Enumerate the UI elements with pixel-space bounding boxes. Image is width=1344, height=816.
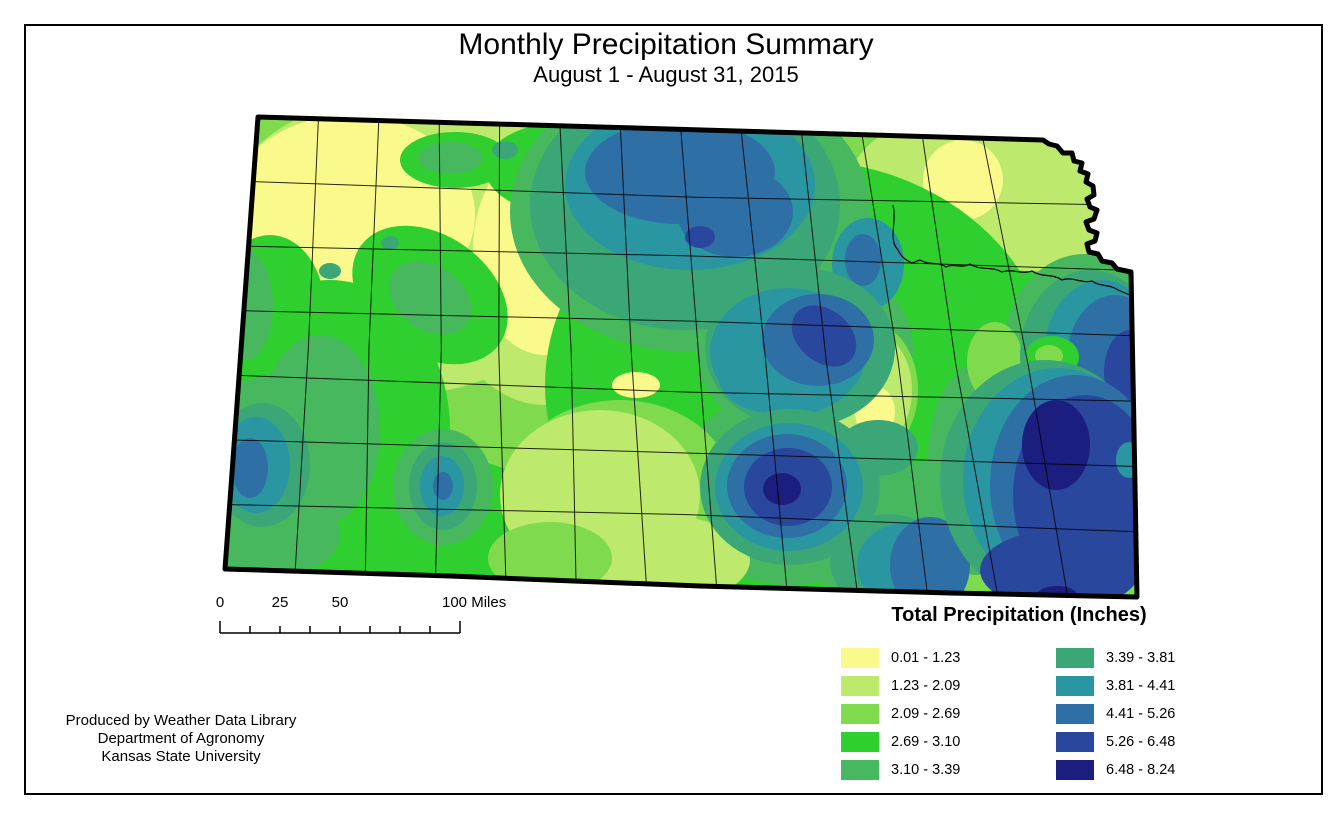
- legend-swatch: [841, 648, 879, 668]
- legend-item: 1.23 - 2.09: [841, 676, 960, 696]
- scalebar: 0 25 50 100 Miles: [200, 594, 530, 639]
- legend-label: 2.09 - 2.69: [891, 706, 961, 722]
- legend-swatch: [1056, 732, 1094, 752]
- legend-swatch: [1056, 704, 1094, 724]
- legend-label: 3.10 - 3.39: [891, 762, 961, 778]
- legend-swatch: [841, 760, 879, 780]
- credits-line-1: Produced by Weather Data Library: [65, 712, 297, 729]
- legend-label: 1.23 - 2.09: [891, 678, 961, 694]
- legend-swatch: [1056, 648, 1094, 668]
- rivers: [892, 204, 1137, 299]
- legend-item: 3.81 - 4.41: [1056, 676, 1175, 696]
- legend-label: 3.39 - 3.81: [1106, 650, 1176, 666]
- legend-swatch: [841, 704, 879, 724]
- legend-swatch: [1056, 760, 1094, 780]
- legend-swatch: [1056, 676, 1094, 696]
- legend-label: 6.48 - 8.24: [1106, 762, 1176, 778]
- kansas-state-outline: [222, 114, 1140, 600]
- county-boundaries: [229, 118, 1137, 595]
- legend-label: 3.81 - 4.41: [1106, 678, 1176, 694]
- credits-block: Produced by Weather Data Library Departm…: [36, 712, 326, 766]
- legend-item: 4.41 - 5.26: [1056, 704, 1175, 724]
- legend-label: 0.01 - 1.23: [891, 650, 961, 666]
- scalebar-ticks: [219, 621, 461, 634]
- legend-label: 2.69 - 3.10: [891, 734, 961, 750]
- legend-label: 5.26 - 6.48: [1106, 734, 1176, 750]
- scalebar-label-100-miles: 100 Miles: [442, 594, 507, 611]
- legend-item: 5.26 - 6.48: [1056, 732, 1175, 752]
- legend-item: 3.39 - 3.81: [1056, 648, 1175, 668]
- legend-item: 2.69 - 3.10: [841, 732, 960, 752]
- legend-item: 2.09 - 2.69: [841, 704, 960, 724]
- legend-column-left: 0.01 - 1.23 1.23 - 2.09 2.09 - 2.69 2.69…: [841, 648, 960, 788]
- legend-item: 6.48 - 8.24: [1056, 760, 1175, 780]
- scalebar-label-50: 50: [331, 594, 349, 611]
- legend-item: 0.01 - 1.23: [841, 648, 960, 668]
- credits-line-2: Department of Agronomy: [97, 730, 265, 747]
- legend-title: Total Precipitation (Inches): [891, 604, 1147, 626]
- legend-swatch: [841, 732, 879, 752]
- legend-item: 3.10 - 3.39: [841, 760, 960, 780]
- legend-label: 4.41 - 5.26: [1106, 706, 1176, 722]
- kansas-river: [892, 204, 1137, 299]
- outer-border-frame: [24, 24, 1323, 795]
- scalebar-label-0: 0: [215, 594, 225, 611]
- legend-swatch: [841, 676, 879, 696]
- legend-column-right: 3.39 - 3.81 3.81 - 4.41 4.41 - 5.26 5.26…: [1056, 648, 1175, 788]
- scalebar-label-25: 25: [271, 594, 289, 611]
- precipitation-contours: [225, 117, 1137, 597]
- credits-line-3: Kansas State University: [101, 748, 261, 765]
